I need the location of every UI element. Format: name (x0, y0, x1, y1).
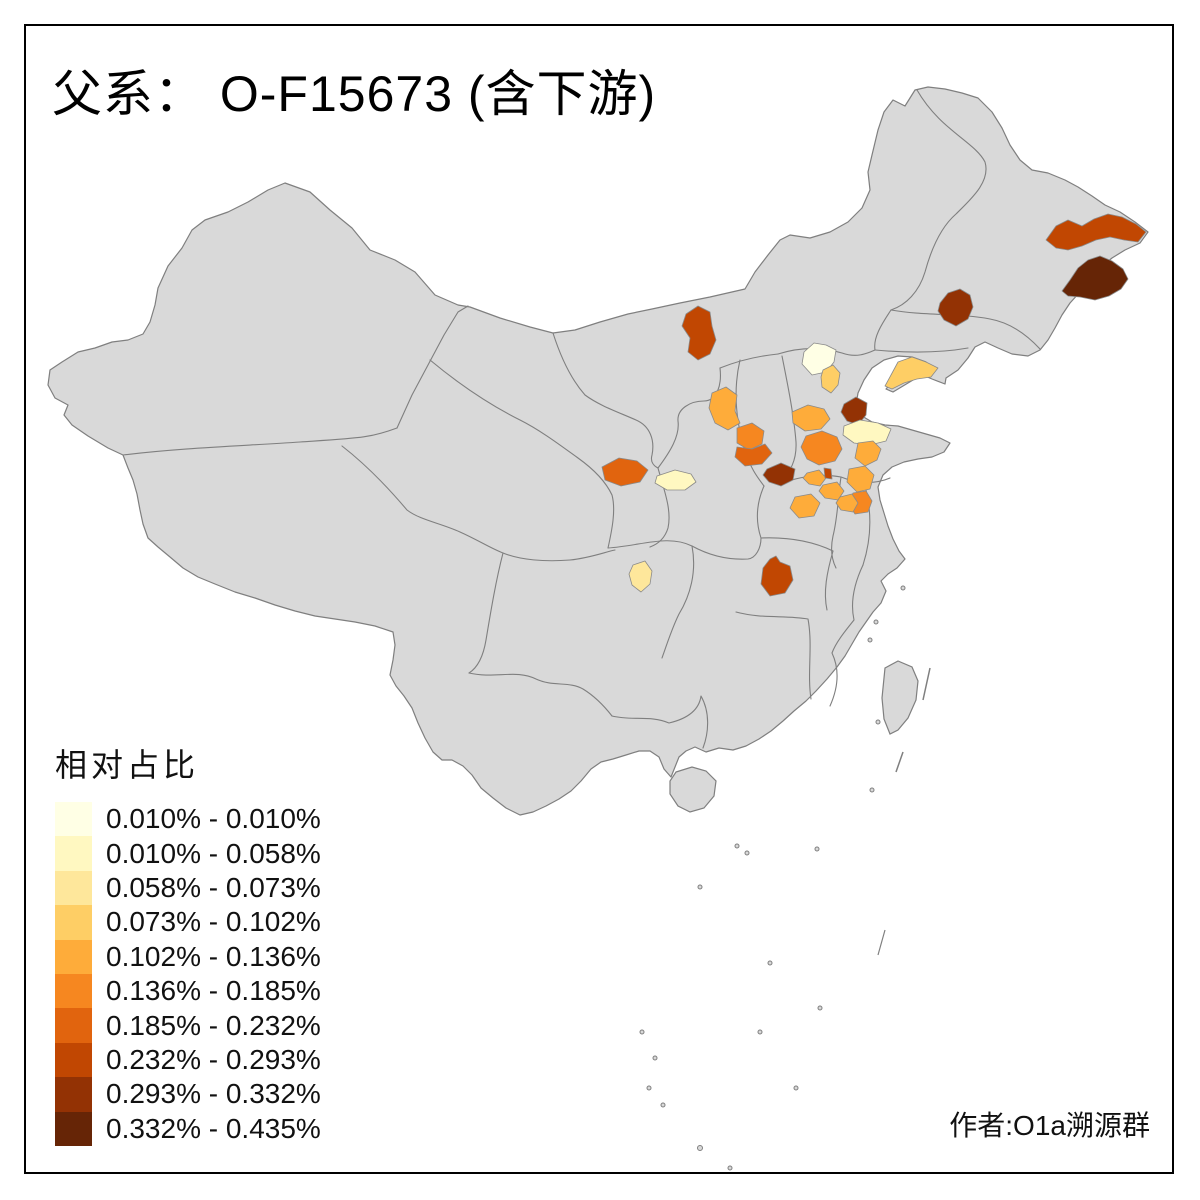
legend-entries: 0.010% - 0.010% 0.010% - 0.058% 0.058% - 0… (55, 802, 321, 1146)
legend-label: 0.073% - 0.102% (106, 906, 321, 938)
region-tianjin (820, 364, 841, 394)
legend-swatch (55, 1077, 92, 1112)
region-shandong-north-pale (842, 419, 892, 446)
legend-label: 0.102% - 0.136% (106, 940, 321, 972)
legend-swatch (55, 973, 92, 1009)
legend-label: 0.010% - 0.010% (106, 803, 321, 835)
region-hebi-small (823, 467, 833, 480)
region-inner-mongolia-west (681, 305, 717, 361)
legend-row: 0.010% - 0.058% (55, 836, 321, 871)
region-jilin-central (937, 288, 974, 327)
attribution: 作者:O1a溯源群 (949, 1110, 1150, 1141)
legend-row: 0.073% - 0.102% (55, 905, 321, 940)
colored-regions (601, 213, 1147, 597)
legend-swatch (55, 1042, 92, 1078)
legend-row: 0.185% - 0.232% (55, 1008, 321, 1043)
taiwan-island (881, 660, 919, 735)
legend-row: 0.010% - 0.010% (55, 802, 321, 837)
legend: 相对占比 0.010% - 0.010% 0.010% - 0.058% 0.058… (55, 740, 321, 1146)
legend-label: 0.010% - 0.058% (106, 837, 321, 869)
region-hebei-shijiazhuang (800, 430, 843, 466)
legend-swatch (55, 870, 92, 906)
legend-row: 0.102% - 0.136% (55, 939, 321, 974)
legend-row: 0.058% - 0.073% (55, 870, 321, 906)
page-title: 父系： O-F15673 (含下游) (52, 66, 657, 122)
sea-islands (639, 585, 931, 1171)
legend-row: 0.136% - 0.185% (55, 973, 321, 1009)
region-heilongjiang-southeast (1061, 255, 1129, 301)
region-jiangsu-north (846, 465, 875, 493)
legend-row: 0.232% - 0.293% (55, 1042, 321, 1078)
region-wuhan (760, 555, 794, 597)
legend-swatch (55, 939, 92, 974)
legend-swatch (55, 1008, 92, 1043)
region-lanzhou (601, 457, 649, 487)
region-heilongjiang-north-band (1045, 213, 1147, 251)
region-shandong-central (854, 440, 882, 467)
region-shaanxi-north (708, 386, 741, 431)
region-henan-south (789, 493, 821, 519)
legend-label: 0.293% - 0.332% (106, 1078, 321, 1110)
legend-label: 0.136% - 0.185% (106, 975, 321, 1007)
legend-label: 0.232% - 0.293% (106, 1043, 321, 1075)
legend-label: 0.185% - 0.232% (106, 1009, 321, 1041)
region-shanxi-south (734, 443, 773, 467)
region-chengdu (628, 560, 653, 593)
region-liaodong-peninsula (884, 356, 939, 390)
region-shandong-southwest (835, 493, 859, 513)
region-shanxi-central (736, 422, 765, 451)
legend-label: 0.332% - 0.435% (106, 1112, 321, 1144)
legend-swatch (55, 905, 92, 940)
region-hebei-south (791, 404, 831, 432)
legend-swatch (55, 1111, 92, 1146)
legend-label: 0.058% - 0.073% (106, 871, 321, 903)
region-henan-east-a (802, 469, 827, 487)
region-beijing (801, 342, 837, 376)
legend-row: 0.332% - 0.435% (55, 1111, 321, 1146)
legend-row: 0.293% - 0.332% (55, 1077, 321, 1112)
hainan-island (669, 766, 717, 813)
legend-swatch (55, 802, 92, 837)
legend-title: 相对占比 (55, 747, 200, 783)
region-zhengzhou (762, 462, 796, 487)
region-gansu-east-pale (654, 469, 697, 491)
legend-swatch (55, 836, 92, 871)
mainland-outline (47, 86, 1149, 816)
